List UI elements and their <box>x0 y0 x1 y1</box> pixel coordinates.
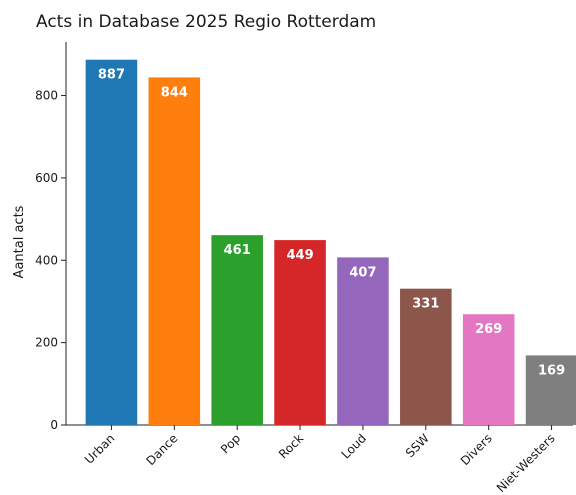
x-tick-label: Niet-Westers <box>494 431 558 495</box>
bar-niet-westers <box>525 355 576 425</box>
x-tick-label: Divers <box>458 431 495 468</box>
bar-ssw <box>400 288 452 425</box>
chart-title: Acts in Database 2025 Regio Rotterdam <box>36 12 376 32</box>
bar-urban <box>85 59 138 425</box>
y-tick-label: 0 <box>50 418 58 432</box>
y-tick-label: 400 <box>35 253 58 267</box>
x-tick-label: Loud <box>339 431 369 461</box>
bar-rock <box>274 240 326 425</box>
x-tick-label: Dance <box>144 431 181 468</box>
y-tick-label: 200 <box>35 336 58 350</box>
data-label: 461 <box>224 243 251 258</box>
bar-dance <box>148 77 201 425</box>
y-tick-label: 600 <box>35 171 58 185</box>
data-label: 331 <box>412 297 439 312</box>
x-tick-label: Pop <box>218 431 243 456</box>
plot-area: 0 200 400 600 800 887 Urban 844 Dance 461 Pop 449 Ro… <box>35 42 576 495</box>
bar-divers <box>462 314 515 425</box>
data-label: 449 <box>286 248 313 263</box>
y-tick-label: 800 <box>35 89 58 103</box>
bar-loud <box>337 257 389 425</box>
x-tick-label: SSW <box>403 431 432 460</box>
data-label: 407 <box>349 265 376 280</box>
data-label: 844 <box>161 85 188 100</box>
data-label: 169 <box>538 363 565 378</box>
x-tick-label: Rock <box>276 431 306 461</box>
x-tick-label: Urban <box>82 431 118 467</box>
y-axis-label: Aantal acts <box>12 205 27 278</box>
bar-pop <box>211 235 263 425</box>
data-label: 269 <box>475 322 502 337</box>
data-label: 887 <box>98 68 125 83</box>
